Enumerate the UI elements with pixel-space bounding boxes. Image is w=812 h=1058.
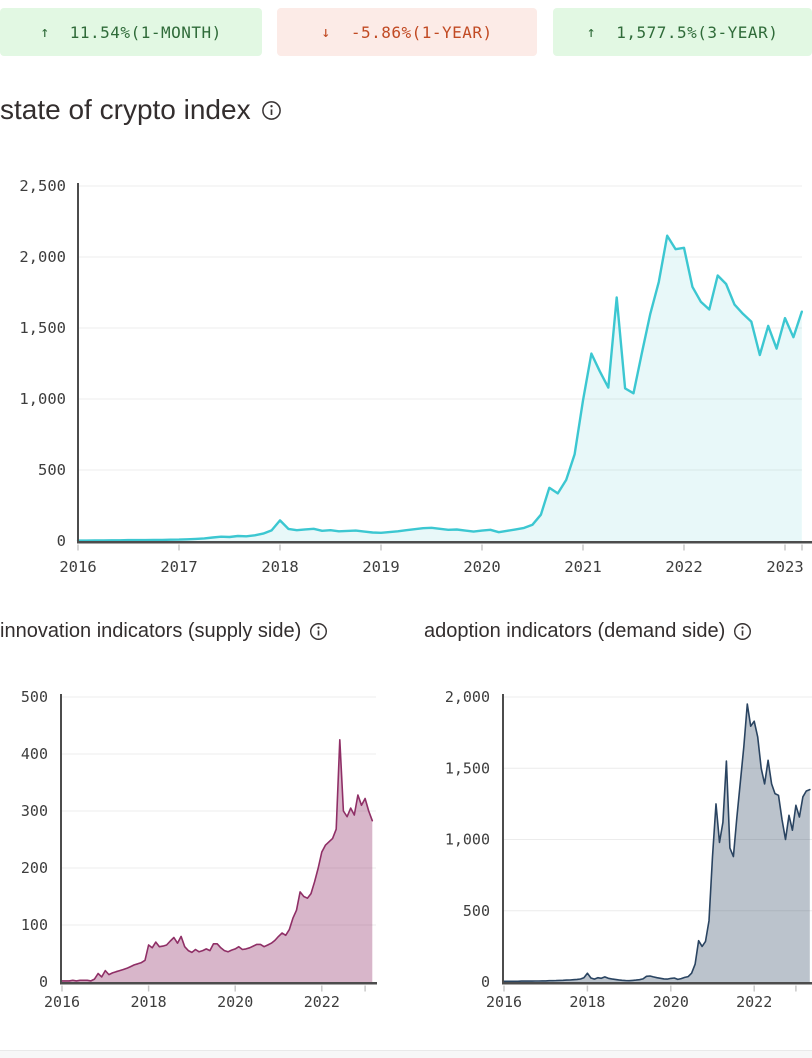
badge-3-year: ↑ 1,577.5%(3-YEAR): [553, 8, 812, 56]
y-axis-tick-label: 1,000: [19, 390, 66, 408]
badge-1-month-label: 11.54%(1-MONTH): [69, 22, 222, 42]
info-icon[interactable]: [261, 100, 282, 121]
y-axis-tick-label: 400: [21, 745, 48, 763]
info-icon[interactable]: [309, 622, 328, 641]
y-axis-tick-label: 1,500: [445, 759, 490, 777]
line-series: [76, 234, 803, 542]
area-fill: [504, 704, 810, 982]
x-axis-tick-label: 2022: [665, 558, 702, 576]
y-axis-tick-label: 2,000: [445, 688, 490, 706]
y-axis-tick-label: 1,500: [19, 319, 66, 337]
x-axis-tick-label: 2019: [362, 558, 399, 576]
index-area-chart[interactable]: 0 500 1,000 1,500 2,000 2,500 2016 2017 2018 2019…: [0, 158, 812, 584]
page-title: state of crypto index: [0, 94, 282, 126]
x-axis-tick-label: 2018: [569, 993, 605, 1011]
y-axis-tick-label: 0: [481, 973, 490, 991]
badge-3-year-label: 1,577.5%(3-YEAR): [616, 22, 779, 42]
footer-strip: [0, 1050, 812, 1058]
supply-section-title: innovation indicators (supply side): [0, 620, 328, 643]
line-series: [503, 703, 811, 983]
x-axis-tick-label: 2022: [304, 993, 340, 1011]
badge-1-year-label: -5.86%(1-YEAR): [350, 22, 493, 42]
y-axis-tick-label: 300: [21, 802, 48, 820]
badge-1-year: ↓ -5.86%(1-YEAR): [277, 8, 537, 56]
demand-section-title: adoption indicators (demand side): [424, 620, 752, 643]
x-axis-tick-label: 2018: [261, 558, 298, 576]
x-axis-tick-label: 2022: [736, 993, 772, 1011]
y-axis-tick-label: 0: [39, 973, 48, 991]
supply-title-text: innovation indicators (supply side): [0, 620, 302, 642]
area-fill: [78, 235, 802, 541]
x-axis-tick-label: 2016: [59, 558, 96, 576]
info-icon[interactable]: [733, 622, 752, 641]
y-axis-tick-label: 500: [38, 461, 66, 479]
down-arrow-icon: ↓: [321, 23, 331, 41]
x-axis-tick-label: 2020: [463, 558, 500, 576]
y-axis-tick-label: 200: [21, 859, 48, 877]
y-axis-tick-label: 0: [57, 532, 66, 550]
demand-title-text: adoption indicators (demand side): [424, 620, 726, 642]
supply-area-chart[interactable]: 0 100 200 300 400 500 2016 2018 2020 2022: [0, 686, 400, 1020]
page-title-text: state of crypto index: [0, 94, 251, 125]
x-axis-tick-label: 2020: [653, 993, 689, 1011]
x-axis-tick-label: 2021: [564, 558, 601, 576]
area-fill: [62, 739, 373, 982]
y-axis-tick-label: 2,000: [19, 248, 66, 266]
x-axis-tick-label: 2018: [131, 993, 167, 1011]
line-series: [61, 738, 374, 982]
up-arrow-icon: ↑: [586, 23, 597, 41]
x-axis-tick-label: 2016: [486, 993, 522, 1011]
y-axis-tick-label: 500: [21, 688, 48, 706]
badge-1-month: ↑ 11.54%(1-MONTH): [0, 8, 262, 56]
y-axis-tick-label: 100: [21, 916, 48, 934]
y-axis-tick-label: 500: [463, 902, 490, 920]
y-axis-tick-label: 1,000: [445, 831, 490, 849]
x-axis-tick-label: 2016: [44, 993, 80, 1011]
demand-area-chart[interactable]: 0 500 1,000 1,500 2,000 2016 2018 2020 2022: [420, 686, 812, 1020]
x-axis-tick-label: 2023: [766, 558, 803, 576]
y-axis-tick-label: 2,500: [19, 177, 66, 195]
up-arrow-icon: ↑: [40, 23, 50, 41]
x-axis-tick-label: 2017: [160, 558, 197, 576]
x-axis-tick-label: 2020: [217, 993, 253, 1011]
